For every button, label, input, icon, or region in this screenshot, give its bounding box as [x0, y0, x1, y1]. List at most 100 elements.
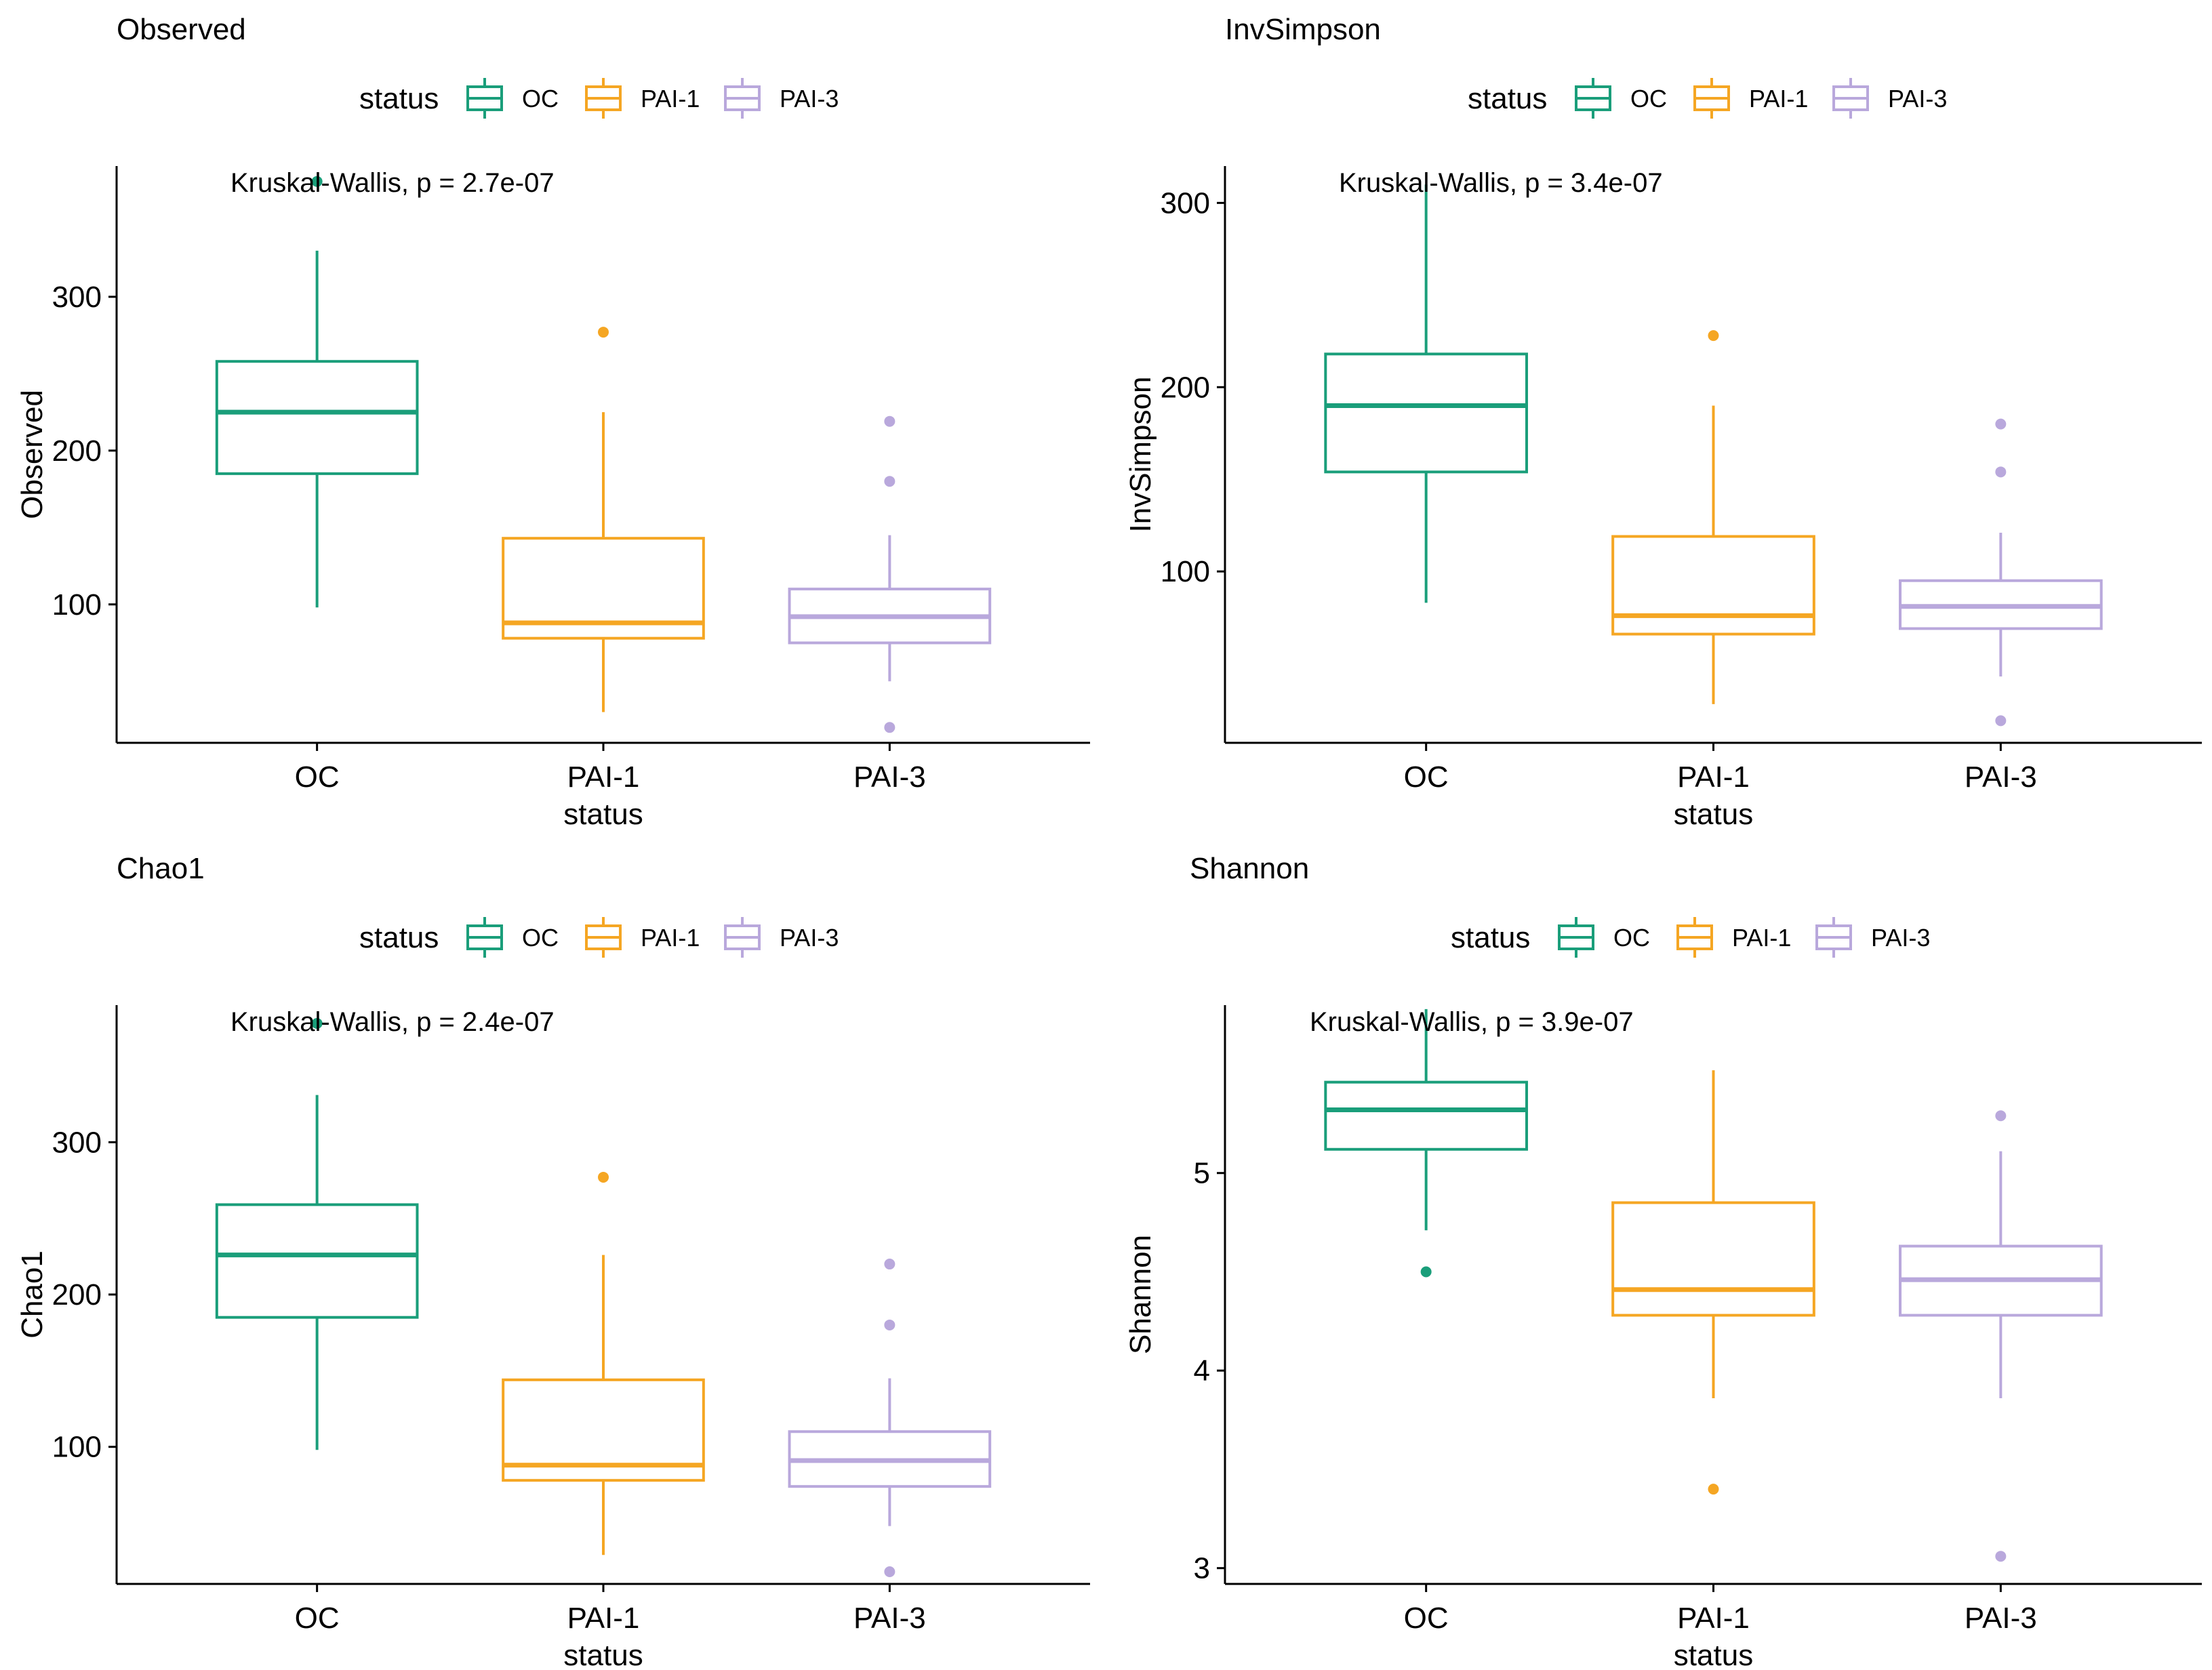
- x-axis-title: status: [563, 1639, 643, 1670]
- legend-title: status: [1451, 921, 1530, 954]
- legend-key-oc: [1558, 917, 1594, 958]
- box-pai-3: [1898, 418, 2103, 727]
- chart-panel-invsimpson: InvSimpson status OC PAI-1 PAI-3 100 200 300 OC P…: [1124, 13, 2202, 831]
- box-iqr: [1611, 535, 1815, 636]
- y-tick-label: 300: [1161, 186, 1210, 220]
- y-axis-title: Observed: [16, 390, 49, 519]
- outlier-point: [884, 1566, 896, 1578]
- box-pai-1: [1611, 330, 1815, 704]
- outlier-point: [1420, 1266, 1432, 1278]
- legend-label-pai-3: PAI-3: [1871, 924, 1930, 952]
- y-tick-label: 200: [1161, 371, 1210, 404]
- outlier-point: [311, 176, 323, 187]
- outlier-point: [1708, 330, 1719, 342]
- legend-title: status: [1468, 82, 1547, 115]
- y-tick-label: 4: [1194, 1354, 1210, 1387]
- legend-label-pai-3: PAI-3: [1888, 85, 1947, 113]
- y-tick-label: 200: [52, 1278, 102, 1311]
- box-iqr: [215, 360, 419, 475]
- legend-label-pai-1: PAI-1: [641, 85, 700, 113]
- y-tick-label: 100: [1161, 555, 1210, 588]
- legend-title: status: [359, 921, 439, 954]
- x-axis-title: status: [1674, 1639, 1753, 1670]
- legend-key-oc: [1575, 78, 1611, 119]
- legend-key-pai-3: [724, 78, 761, 119]
- y-tick-label: 100: [52, 1431, 102, 1464]
- box-oc: [215, 176, 419, 608]
- outlier-point: [884, 722, 896, 733]
- legend: status OC PAI-1 PAI-3: [359, 917, 839, 958]
- y-axis-title: Chao1: [16, 1250, 49, 1339]
- legend: status OC PAI-1 PAI-3: [1468, 78, 1947, 119]
- legend-label-pai-1: PAI-1: [641, 924, 700, 952]
- box-iqr: [1324, 1080, 1529, 1151]
- x-tick-label: PAI-3: [1965, 760, 2037, 794]
- x-tick-label: PAI-1: [1677, 760, 1750, 794]
- y-tick-label: 300: [52, 281, 102, 314]
- legend-label-oc: OC: [522, 85, 559, 113]
- legend-key-pai-3: [1832, 78, 1869, 119]
- box-pai-1: [502, 327, 705, 712]
- legend-key-pai-1: [1693, 78, 1730, 119]
- kruskal-wallis-annotation: Kruskal-Wallis, p = 3.9e-07: [1310, 1007, 1634, 1037]
- chart-title: Chao1: [117, 852, 205, 885]
- outlier-point: [311, 1017, 323, 1029]
- x-tick-label: PAI-1: [567, 760, 640, 794]
- kruskal-wallis-annotation: Kruskal-Wallis, p = 2.4e-07: [230, 1007, 555, 1037]
- x-tick-label: PAI-3: [853, 1602, 926, 1635]
- box-pai-3: [1898, 1110, 2103, 1562]
- outlier-point: [1995, 715, 2007, 727]
- y-tick-label: 3: [1194, 1552, 1210, 1585]
- y-tick-label: 5: [1194, 1157, 1210, 1190]
- kruskal-wallis-annotation: Kruskal-Wallis, p = 3.4e-07: [1339, 168, 1663, 198]
- legend-label-pai-3: PAI-3: [780, 85, 839, 113]
- chart-title: InvSimpson: [1225, 13, 1381, 46]
- chart-panel-shannon: Shannon status OC PAI-1 PAI-3 3 4 5 OC PAI-1 PAI-3…: [1124, 852, 2202, 1670]
- legend-label-pai-1: PAI-1: [1732, 924, 1791, 952]
- legend: status OC PAI-1 PAI-3: [359, 78, 839, 119]
- legend-key-pai-1: [585, 78, 622, 119]
- box-pai-1: [1611, 1070, 1815, 1495]
- x-tick-label: PAI-3: [853, 760, 926, 794]
- x-axis-title: status: [1674, 798, 1753, 831]
- x-tick-label: OC: [295, 1602, 340, 1635]
- legend-title: status: [359, 82, 439, 115]
- chart-panel-observed: Observed status OC PAI-1 PAI-3 100 200 300 OC PAI…: [16, 13, 1090, 831]
- outlier-point: [884, 1319, 896, 1330]
- outlier-point: [598, 1171, 609, 1183]
- x-tick-label: PAI-1: [1677, 1602, 1750, 1635]
- box-iqr: [215, 1203, 419, 1319]
- legend-key-pai-3: [724, 917, 761, 958]
- legend-label-oc: OC: [522, 924, 559, 952]
- box-iqr: [1611, 1201, 1815, 1317]
- outlier-point: [884, 476, 896, 487]
- chart-title: Shannon: [1190, 852, 1309, 885]
- outlier-point: [1995, 1110, 2007, 1122]
- legend-key-oc: [466, 917, 503, 958]
- box-oc: [1324, 1009, 1529, 1278]
- chart-title: Observed: [117, 13, 246, 46]
- box-pai-3: [788, 1259, 992, 1578]
- x-tick-label: OC: [1404, 760, 1449, 794]
- outlier-point: [884, 1259, 896, 1270]
- legend-key-pai-1: [1676, 917, 1713, 958]
- box-oc: [215, 1017, 419, 1450]
- x-axis-title: status: [563, 798, 643, 831]
- y-tick-label: 300: [52, 1126, 102, 1159]
- x-tick-label: PAI-1: [567, 1602, 640, 1635]
- x-tick-label: PAI-3: [1965, 1602, 2037, 1635]
- y-tick-label: 100: [52, 588, 102, 622]
- y-axis-title: InvSimpson: [1124, 377, 1157, 533]
- chart-panel-chao1: Chao1 status OC PAI-1 PAI-3 100 200 300 OC PAI-1 P…: [16, 852, 1090, 1670]
- box-oc: [1324, 184, 1529, 603]
- box-iqr: [1324, 352, 1529, 474]
- box-pai-1: [502, 1171, 705, 1555]
- y-axis-title: Shannon: [1124, 1235, 1157, 1354]
- legend-label-oc: OC: [1630, 85, 1667, 113]
- box-pai-3: [788, 415, 992, 733]
- outlier-point: [1995, 1551, 2007, 1562]
- outlier-point: [1995, 466, 2007, 478]
- kruskal-wallis-annotation: Kruskal-Wallis, p = 2.7e-07: [230, 168, 555, 198]
- legend-label-pai-3: PAI-3: [780, 924, 839, 952]
